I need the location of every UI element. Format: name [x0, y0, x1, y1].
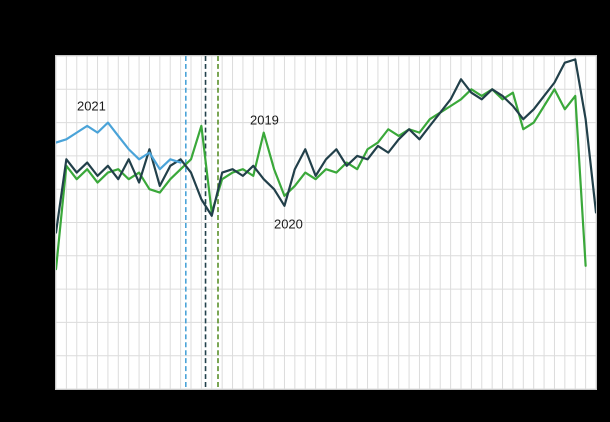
series-2020-line [56, 58, 596, 234]
chart-svg [56, 56, 596, 389]
chart-plot-area: 2021 2019 2020 [55, 55, 597, 390]
series-2019-line [56, 88, 587, 271]
series-2021-line [56, 121, 182, 171]
